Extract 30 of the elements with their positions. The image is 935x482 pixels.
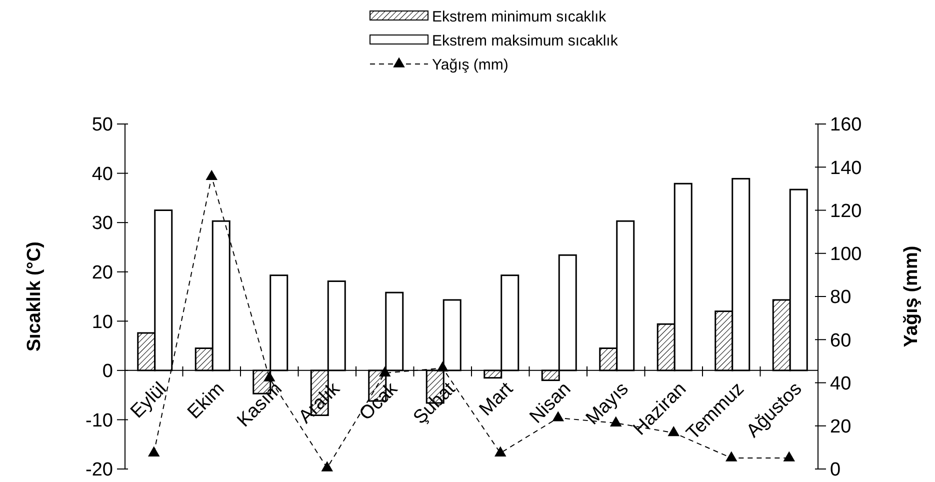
y2-tick-label: 40 — [830, 373, 852, 394]
y2-axis-title: Yağış (mm) — [901, 246, 922, 348]
y2-tick-label: 60 — [830, 330, 852, 352]
legend-label: Ekstrem maksimum sıcaklık — [432, 32, 618, 50]
y2-tick-label: 120 — [830, 200, 862, 222]
y2-tick-label: 80 — [830, 287, 852, 308]
y2-tick-label: 0 — [830, 460, 841, 481]
y-tick-label: -20 — [86, 460, 113, 481]
point — [263, 371, 276, 382]
y2-tick-label: 160 — [830, 114, 862, 136]
y2-tick-label: 100 — [830, 244, 862, 266]
y2-tick-label: 140 — [830, 158, 862, 179]
legend-label: Yağış (mm) — [432, 56, 508, 74]
point — [494, 446, 506, 456]
y2-tick-label: 20 — [830, 416, 852, 438]
point — [725, 451, 738, 462]
y-axis-title: Sıcaklık (°C) — [24, 241, 45, 352]
point — [378, 366, 391, 376]
y-tick-label: 20 — [92, 262, 113, 284]
y-tick-label: -10 — [86, 410, 113, 432]
y-tick-label: 40 — [92, 164, 113, 185]
y-tick-label: 50 — [92, 114, 113, 136]
y-tick-label: 30 — [92, 213, 113, 234]
point — [206, 170, 218, 180]
point — [321, 461, 334, 472]
y-tick-label: 0 — [102, 361, 113, 382]
y-tick-label: 10 — [92, 312, 113, 333]
legend-label: Ekstrem minimum sıcaklık — [432, 8, 607, 26]
point — [148, 446, 160, 456]
point — [783, 451, 796, 462]
